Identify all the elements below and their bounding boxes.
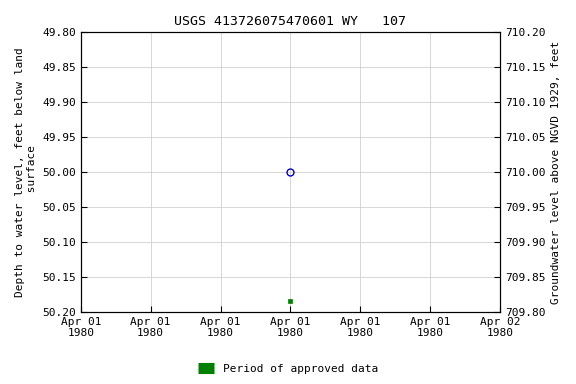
Title: USGS 413726075470601 WY   107: USGS 413726075470601 WY 107 — [175, 15, 407, 28]
Y-axis label: Depth to water level, feet below land
 surface: Depth to water level, feet below land su… — [15, 47, 37, 297]
Legend: Period of approved data: Period of approved data — [193, 359, 383, 379]
Y-axis label: Groundwater level above NGVD 1929, feet: Groundwater level above NGVD 1929, feet — [551, 40, 561, 303]
